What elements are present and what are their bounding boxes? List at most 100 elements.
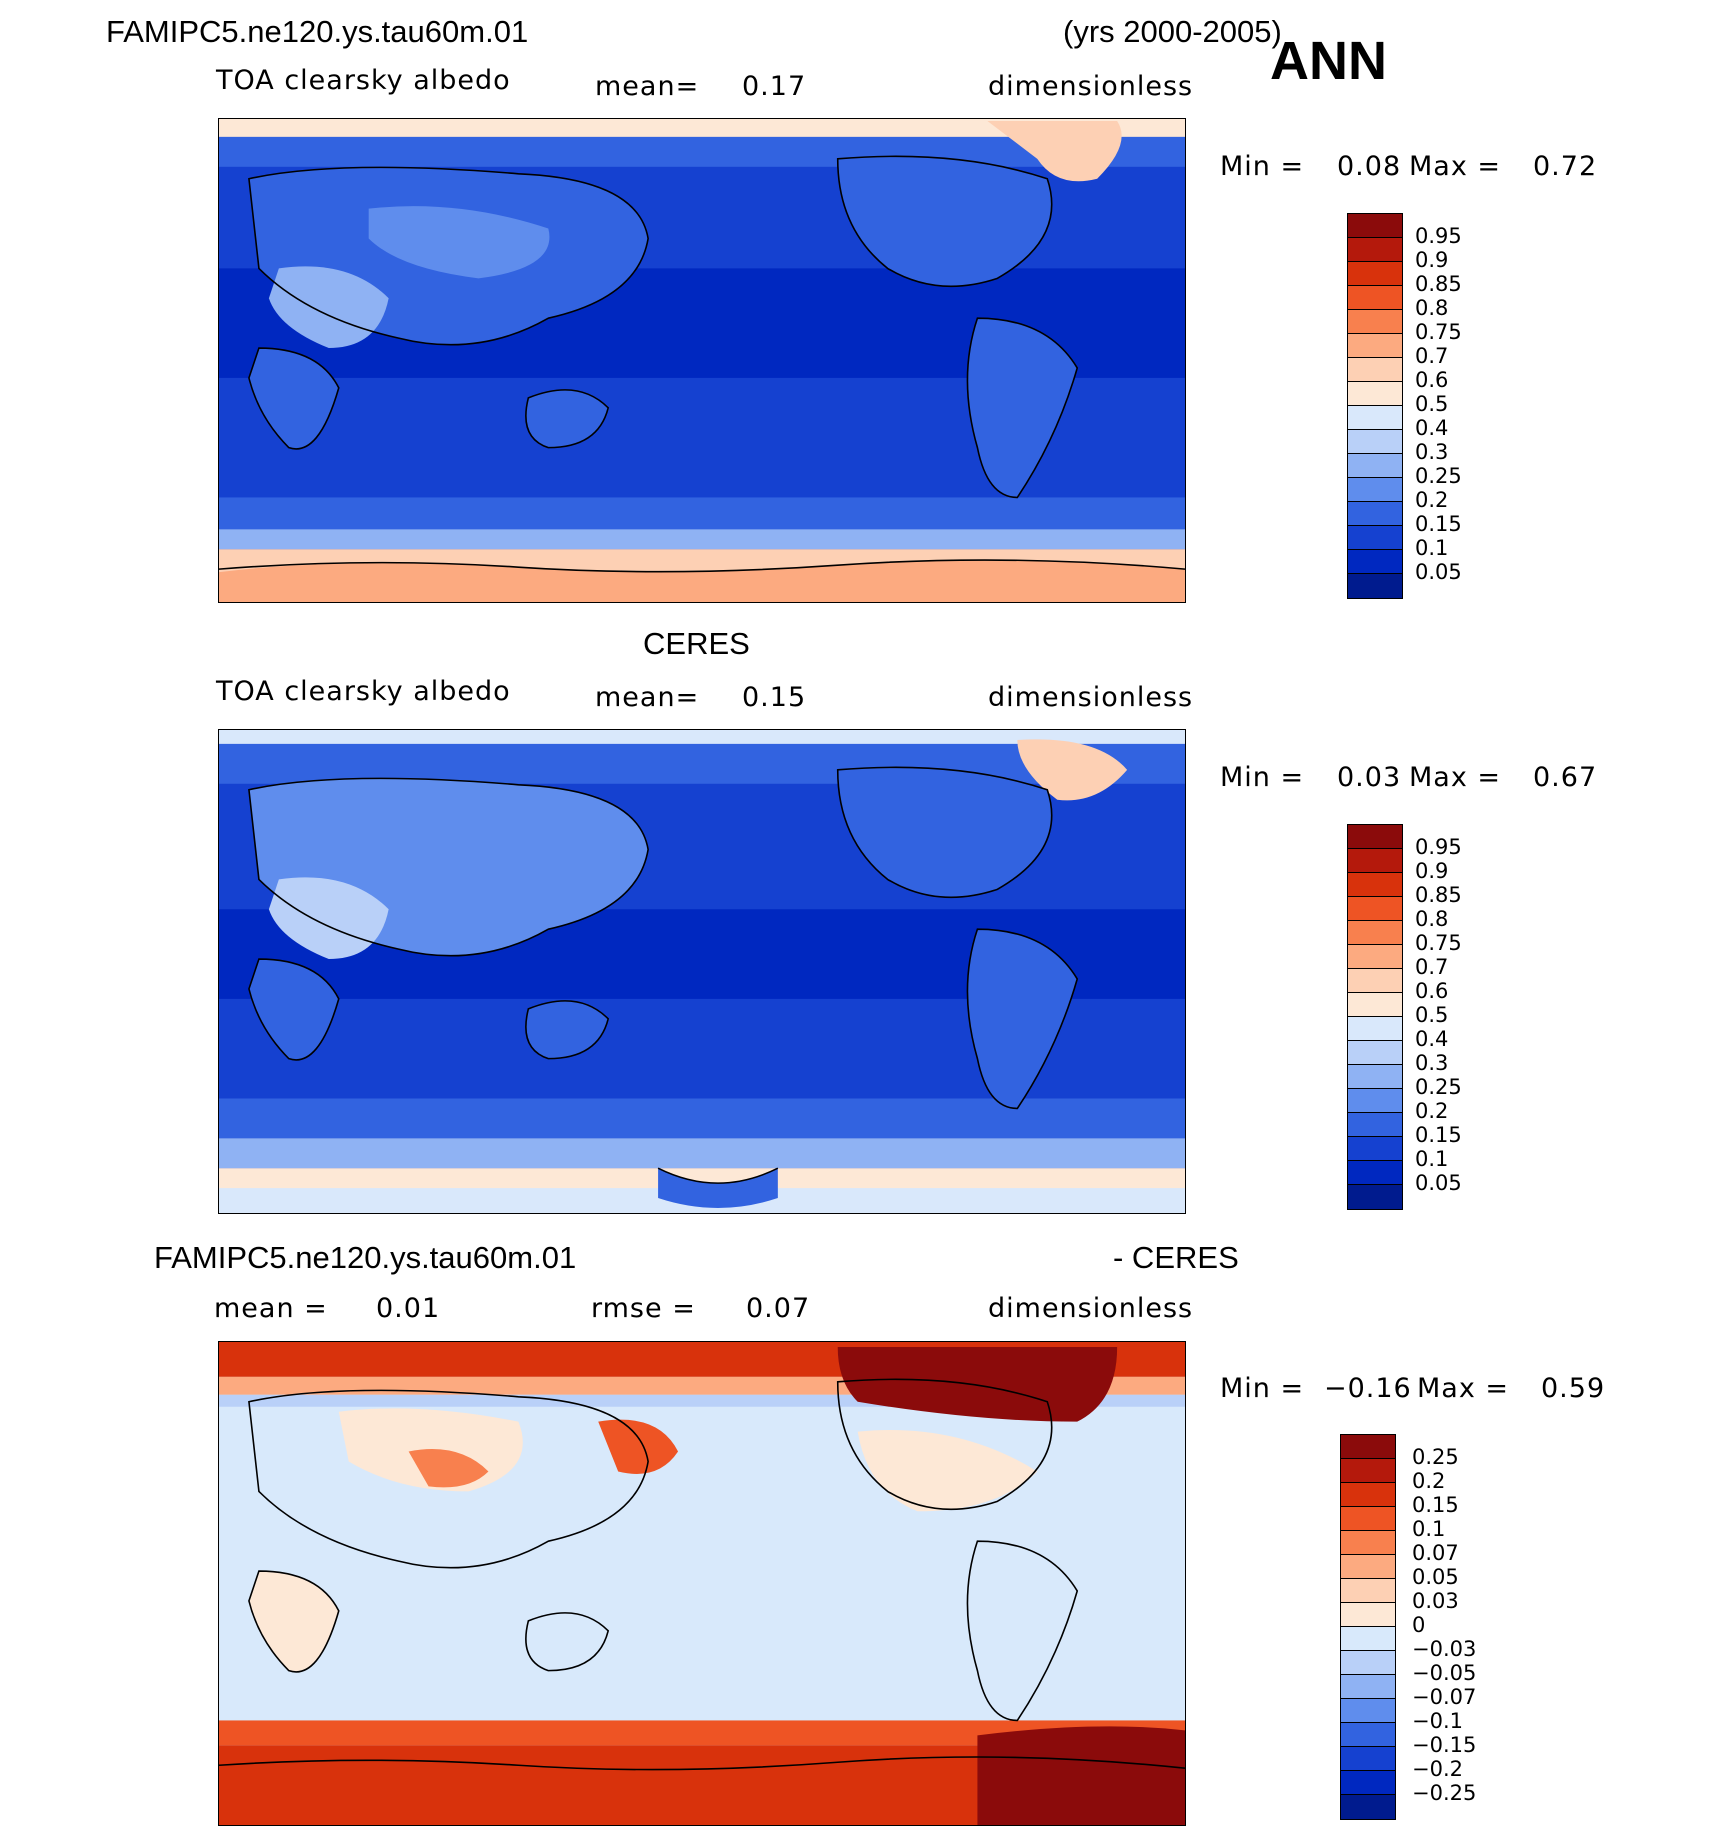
panel1-min-label: Min = bbox=[1220, 151, 1305, 182]
panel1-mean-label: mean= bbox=[595, 71, 700, 102]
colorbar-tick-label: 0.7 bbox=[1415, 955, 1449, 979]
colorbar-tick-label: 0.75 bbox=[1415, 931, 1462, 955]
colorbar-swatch bbox=[1341, 1771, 1395, 1795]
panel3-mean-value: 0.01 bbox=[376, 1293, 441, 1324]
colorbar-tick-label: 0.05 bbox=[1415, 1171, 1462, 1195]
colorbar-tick-label: 0.95 bbox=[1415, 224, 1462, 248]
colorbar-tick-label: 0.2 bbox=[1415, 1099, 1449, 1123]
panel2-map-plot bbox=[219, 730, 1185, 1213]
colorbar-swatch bbox=[1348, 214, 1402, 238]
panel1-mean-value: 0.17 bbox=[742, 71, 807, 102]
colorbar-swatch bbox=[1348, 238, 1402, 262]
colorbar-swatch bbox=[1348, 945, 1402, 969]
colorbar-tick-label: 0.6 bbox=[1415, 368, 1449, 392]
panel2-min-value: 0.03 bbox=[1337, 762, 1402, 793]
panel2-units: dimensionless bbox=[988, 682, 1194, 713]
colorbar-swatch bbox=[1341, 1795, 1395, 1819]
years-label: (yrs 2000-2005) bbox=[1063, 14, 1282, 49]
colorbar-tick-label: −0.25 bbox=[1412, 1781, 1477, 1805]
colorbar-tick-label: 0.1 bbox=[1415, 1147, 1449, 1171]
colorbar-tick-label: 0.07 bbox=[1412, 1541, 1459, 1565]
colorbar-swatch bbox=[1348, 502, 1402, 526]
panel2-max-label: Max = bbox=[1409, 762, 1502, 793]
colorbar-swatch bbox=[1348, 1041, 1402, 1065]
colorbar-swatch bbox=[1341, 1459, 1395, 1483]
colorbar-swatch bbox=[1348, 526, 1402, 550]
colorbar-swatch bbox=[1348, 849, 1402, 873]
colorbar-swatch bbox=[1348, 430, 1402, 454]
colorbar-tick-label: 0.25 bbox=[1415, 464, 1462, 488]
colorbar-swatch bbox=[1341, 1603, 1395, 1627]
colorbar-tick-label: 0.1 bbox=[1412, 1517, 1446, 1541]
panel3-units: dimensionless bbox=[988, 1293, 1194, 1324]
colorbar-tick-label: 0.9 bbox=[1415, 859, 1449, 883]
colorbar-swatch bbox=[1348, 454, 1402, 478]
colorbar-tick-label: 0.05 bbox=[1412, 1565, 1459, 1589]
colorbar-swatch bbox=[1348, 406, 1402, 430]
colorbar-swatch bbox=[1341, 1555, 1395, 1579]
colorbar-swatch bbox=[1341, 1579, 1395, 1603]
colorbar-tick-label: 0.2 bbox=[1415, 488, 1449, 512]
panel3-title-left: FAMIPC5.ne120.ys.tau60m.01 bbox=[154, 1240, 577, 1275]
panel3-min-value: −0.16 bbox=[1324, 1373, 1412, 1404]
colorbar-swatch bbox=[1348, 873, 1402, 897]
colorbar-tick-label: 0.05 bbox=[1415, 560, 1462, 584]
colorbar-tick-label: −0.2 bbox=[1412, 1757, 1463, 1781]
colorbar-tick-label: 0.8 bbox=[1415, 296, 1449, 320]
colorbar-tick-label: 0.1 bbox=[1415, 536, 1449, 560]
case-name-title: FAMIPC5.ne120.ys.tau60m.01 bbox=[106, 14, 529, 49]
colorbar-swatch bbox=[1341, 1435, 1395, 1459]
panel2-map bbox=[218, 729, 1186, 1214]
colorbar-tick-label: 0.6 bbox=[1415, 979, 1449, 1003]
colorbar-tick-label: −0.03 bbox=[1412, 1637, 1477, 1661]
panel1-max-label: Max = bbox=[1409, 151, 1502, 182]
panel2-colorbar bbox=[1347, 824, 1403, 1210]
colorbar-swatch bbox=[1341, 1507, 1395, 1531]
colorbar-swatch bbox=[1348, 993, 1402, 1017]
colorbar-swatch bbox=[1348, 310, 1402, 334]
colorbar-swatch bbox=[1348, 358, 1402, 382]
panel3-title-right: - CERES bbox=[1113, 1240, 1239, 1275]
panel3-map-plot bbox=[219, 1342, 1185, 1825]
panel2-mean-label: mean= bbox=[595, 682, 700, 713]
colorbar-tick-label: 0.85 bbox=[1415, 272, 1462, 296]
colorbar-swatch bbox=[1341, 1747, 1395, 1771]
panel3-colorbar bbox=[1340, 1434, 1396, 1820]
colorbar-swatch bbox=[1341, 1723, 1395, 1747]
colorbar-tick-label: 0.03 bbox=[1412, 1589, 1459, 1613]
colorbar-swatch bbox=[1341, 1483, 1395, 1507]
colorbar-swatch bbox=[1348, 1161, 1402, 1185]
panel1-min-value: 0.08 bbox=[1337, 151, 1402, 182]
season-label: ANN bbox=[1270, 31, 1387, 91]
panel1-units: dimensionless bbox=[988, 71, 1194, 102]
colorbar-tick-label: 0.2 bbox=[1412, 1469, 1446, 1493]
colorbar-swatch bbox=[1348, 969, 1402, 993]
panel1-colorbar bbox=[1347, 213, 1403, 599]
colorbar-swatch bbox=[1341, 1627, 1395, 1651]
panel2-min-label: Min = bbox=[1220, 762, 1305, 793]
colorbar-tick-label: −0.15 bbox=[1412, 1733, 1477, 1757]
panel1-variable: TOA clearsky albedo bbox=[216, 65, 511, 96]
colorbar-swatch bbox=[1348, 478, 1402, 502]
colorbar-tick-label: 0.25 bbox=[1412, 1445, 1459, 1469]
panel3-mean-label: mean = bbox=[214, 1293, 328, 1324]
colorbar-tick-label: 0.4 bbox=[1415, 416, 1449, 440]
colorbar-swatch bbox=[1348, 897, 1402, 921]
panel3-rmse-value: 0.07 bbox=[746, 1293, 811, 1324]
colorbar-tick-label: 0.15 bbox=[1415, 512, 1462, 536]
colorbar-swatch bbox=[1348, 1065, 1402, 1089]
panel1-map bbox=[218, 118, 1186, 603]
colorbar-tick-label: 0.9 bbox=[1415, 248, 1449, 272]
colorbar-tick-label: 0.5 bbox=[1415, 1003, 1449, 1027]
colorbar-swatch bbox=[1348, 262, 1402, 286]
colorbar-tick-label: 0.15 bbox=[1412, 1493, 1459, 1517]
colorbar-tick-label: 0.7 bbox=[1415, 344, 1449, 368]
colorbar-tick-label: 0.85 bbox=[1415, 883, 1462, 907]
colorbar-tick-label: −0.05 bbox=[1412, 1661, 1477, 1685]
colorbar-swatch bbox=[1348, 1113, 1402, 1137]
panel2-title: CERES bbox=[643, 626, 750, 661]
colorbar-swatch bbox=[1348, 334, 1402, 358]
colorbar-tick-label: 0.5 bbox=[1415, 392, 1449, 416]
colorbar-tick-label: −0.1 bbox=[1412, 1709, 1463, 1733]
colorbar-swatch bbox=[1341, 1651, 1395, 1675]
